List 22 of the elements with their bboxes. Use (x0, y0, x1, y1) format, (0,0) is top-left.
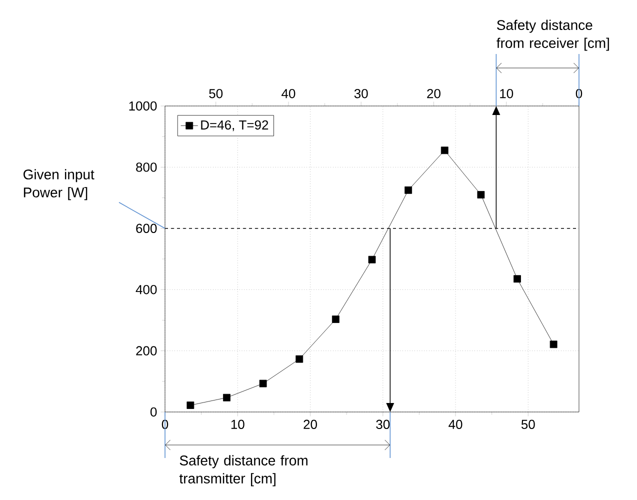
x-tick-label: 50 (521, 420, 535, 429)
y-tick-label: 400 (136, 284, 157, 294)
x2-tick-label: 0 (576, 88, 582, 98)
x-tick-label: 20 (304, 420, 317, 429)
x2-tick-label: 10 (500, 88, 514, 98)
x2-tick-label: 40 (282, 88, 296, 98)
x2-tick-label: 20 (427, 88, 440, 98)
text: Given input Power [W] (24, 169, 94, 200)
x-tick-label: 40 (448, 420, 462, 429)
x-tick-label: 30 (376, 420, 390, 429)
y-tick-label: 0 (150, 407, 157, 417)
x-tick-label: 0 (162, 420, 168, 429)
y-tick-label: 800 (136, 162, 157, 172)
y-tick-label: 200 (136, 346, 157, 356)
y-tick-label: 600 (136, 224, 157, 233)
y-tick-label: 1000 (129, 101, 157, 111)
text: Safety distance from transmitter [cm] (179, 455, 308, 486)
x2-tick-label: 50 (209, 88, 223, 98)
legend-label: D=46, T=92 (201, 120, 268, 132)
x-tick-label: 10 (231, 420, 244, 429)
text: Safety distance from receiver [cm] (496, 20, 609, 51)
x2-tick-label: 30 (354, 88, 368, 98)
